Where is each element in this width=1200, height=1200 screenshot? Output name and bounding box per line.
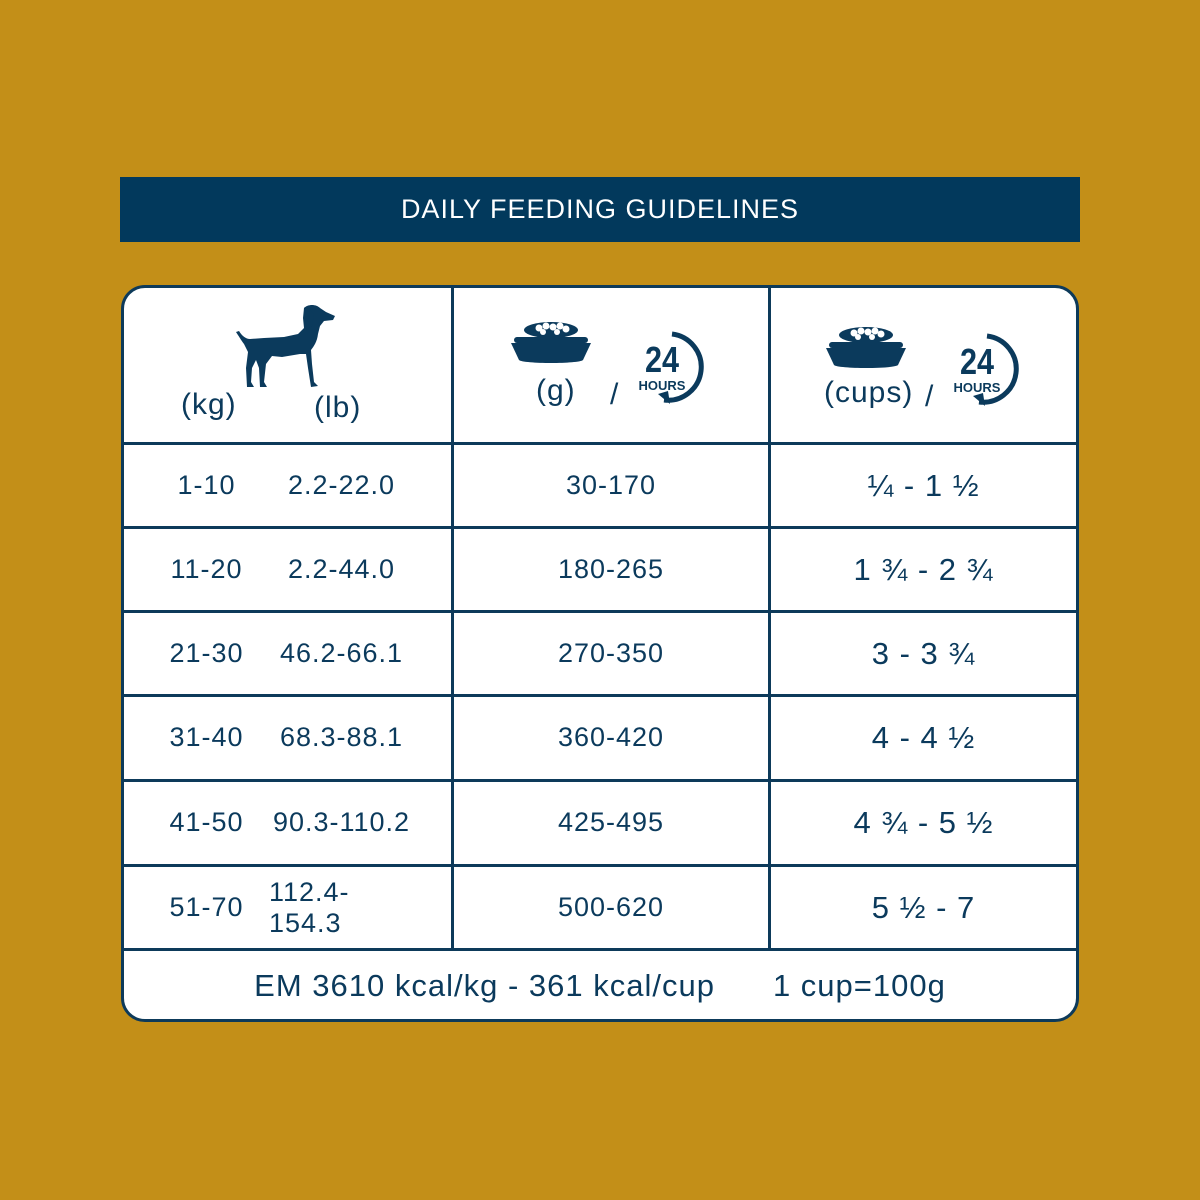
cell-lb: 68.3-88.1: [279, 722, 404, 752]
row-divider: [124, 442, 1076, 445]
row-divider: [124, 526, 1076, 529]
table-footer: EM 3610 kcal/kg - 361 kcal/cup 1 cup=100…: [124, 951, 1076, 1019]
cell-cups: ¼ - 1 ½: [867, 467, 980, 503]
dog-icon: [236, 305, 335, 387]
cup-conversion-note: 1 cup=100g: [772, 968, 946, 1003]
row-divider: [124, 864, 1076, 867]
column-divider: [768, 288, 771, 951]
cell-grams: 425-495: [557, 807, 665, 837]
food-bowl-icon: [826, 327, 906, 368]
cell-cups: 4 - 4 ½: [871, 719, 976, 755]
cell-cups: 4 ¾ - 5 ½: [853, 804, 994, 840]
page-title-banner: DAILY FEEDING GUIDELINES: [120, 177, 1080, 242]
row-divider: [124, 948, 1076, 951]
header-grams-slash: /: [610, 378, 620, 411]
header-cups-slash: /: [925, 380, 935, 413]
cell-grams: 500-620: [557, 892, 665, 922]
badge-number: 24: [645, 341, 679, 381]
food-bowl-icon: [511, 322, 591, 363]
cell-kg: 21-30: [169, 638, 244, 668]
row-divider: [124, 610, 1076, 613]
cell-grams: 180-265: [557, 554, 665, 584]
column-divider: [451, 288, 454, 951]
cell-cups: 3 - 3 ¾: [871, 635, 976, 671]
cell-grams: 360-420: [557, 722, 665, 752]
24-hours-icon: 24 HOURS: [954, 333, 1019, 406]
header-grams-label: (g): [536, 374, 576, 407]
badge-number: 24: [960, 343, 994, 383]
badge-text: HOURS: [954, 380, 1001, 395]
cell-grams: 270-350: [557, 638, 665, 668]
cell-kg: 11-20: [170, 554, 243, 584]
cell-kg: 41-50: [169, 807, 244, 837]
energy-note: EM 3610 kcal/kg - 361 kcal/cup: [254, 968, 715, 1003]
cell-lb: 46.2-66.1: [279, 638, 404, 668]
cell-lb: 2.2-44.0: [287, 554, 396, 584]
table-grid: [124, 288, 1076, 1019]
cell-grams: 30-170: [565, 470, 657, 500]
row-divider: [124, 694, 1076, 697]
header-lb: (lb): [314, 391, 362, 424]
header-cups-label: (cups): [824, 376, 914, 409]
cell-lb: 112.4-154.3: [269, 876, 350, 938]
header-kg: (kg): [181, 388, 237, 421]
cell-cups: 5 ½ - 7: [871, 889, 976, 925]
cell-lb: 90.3-110.2: [272, 807, 411, 837]
24-hours-icon: 24 HOURS: [639, 331, 704, 404]
cell-lb: 2.2-22.0: [287, 470, 396, 500]
row-divider: [124, 779, 1076, 782]
page-title: DAILY FEEDING GUIDELINES: [400, 194, 800, 224]
cell-kg: 31-40: [169, 722, 244, 752]
cell-kg: 51-70: [169, 892, 244, 922]
cell-kg: 1-10: [177, 470, 236, 500]
badge-text: HOURS: [639, 378, 686, 393]
cell-cups: 1 ¾ - 2 ¾: [853, 551, 994, 587]
feeding-table: (kg) (lb) (g) / 24 HOURS: [121, 285, 1079, 1022]
